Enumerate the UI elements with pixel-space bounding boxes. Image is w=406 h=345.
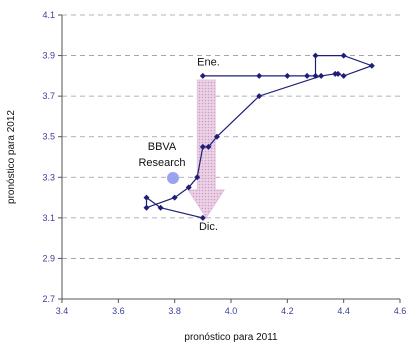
data-point: [284, 72, 291, 79]
x-tick-label: 4.6: [394, 306, 406, 316]
data-point: [205, 143, 212, 150]
data-point: [185, 184, 192, 191]
data-point: [318, 72, 325, 79]
bbva-research-logo: BBVA Research: [138, 141, 186, 184]
data-point: [340, 72, 347, 79]
data-point: [171, 194, 178, 201]
logo-dot: [167, 172, 179, 184]
annotation-label: Dic.: [199, 221, 218, 233]
axes: [58, 14, 401, 303]
data-point: [157, 204, 164, 211]
y-tick-label: 3.3: [42, 172, 55, 182]
data-point: [312, 52, 319, 59]
y-tick-label: 3.5: [42, 132, 55, 142]
data-point: [256, 93, 263, 100]
annotations: Ene. Dic.: [197, 57, 220, 233]
x-tick-label: 3.6: [112, 306, 125, 316]
down-arrow: [187, 79, 225, 219]
y-tick-label: 2.9: [42, 253, 55, 263]
x-tick-label: 4.4: [337, 306, 350, 316]
data-point: [368, 62, 375, 69]
data-point: [332, 70, 339, 77]
y-tick-label: 3.9: [42, 51, 55, 61]
data-point: [213, 133, 220, 140]
data-point: [199, 214, 206, 221]
data-point: [304, 72, 311, 79]
data-point: [199, 72, 206, 79]
grid-lines: [62, 14, 400, 259]
y-axis-title: pronóstico para 2012: [6, 110, 17, 204]
x-tick-label: 3.4: [56, 306, 69, 316]
logo-line1: BBVA: [148, 141, 177, 153]
x-tick-labels: 3.4 3.6 3.8 4.0 4.2 4.4 4.6: [56, 306, 406, 316]
data-point: [199, 143, 206, 150]
series: [143, 52, 375, 221]
y-tick-labels: 2.7 2.9 3.1 3.3 3.5 3.7 3.9 4.1: [42, 10, 55, 304]
data-point: [340, 52, 347, 59]
data-point: [312, 72, 319, 79]
y-tick-label: 2.7: [42, 294, 55, 304]
arrow-shape: [187, 79, 225, 219]
y-tick-label: 3.7: [42, 91, 55, 101]
x-tick-label: 4.2: [281, 306, 294, 316]
y-tick-label: 4.1: [42, 10, 55, 20]
data-point: [256, 72, 263, 79]
x-tick-label: 3.8: [168, 306, 181, 316]
x-axis-title: pronóstico para 2011: [184, 332, 278, 343]
annotation-label: Ene.: [197, 57, 220, 69]
x-tick-label: 4.0: [225, 306, 238, 316]
data-point: [143, 204, 150, 211]
data-point: [143, 194, 150, 201]
data-point: [194, 174, 201, 181]
y-tick-label: 3.1: [42, 213, 55, 223]
logo-line2: Research: [138, 157, 185, 169]
